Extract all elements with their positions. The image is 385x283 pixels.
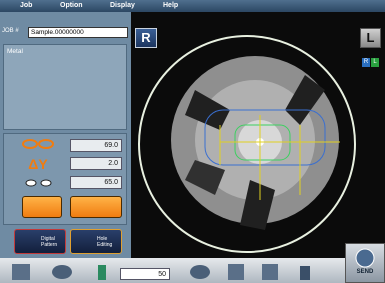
tool-icon[interactable]: [300, 266, 310, 280]
field-value[interactable]: 65.0: [70, 176, 122, 189]
menu-item[interactable]: Help: [163, 2, 178, 9]
mode-button[interactable]: Hole Editing: [70, 229, 122, 254]
icon: [23, 140, 53, 148]
lens-view: [135, 30, 360, 255]
orange-button[interactable]: [22, 196, 62, 218]
small-l[interactable]: L: [371, 58, 379, 67]
menu-item[interactable]: Display: [110, 2, 135, 9]
send-icon: [354, 247, 376, 269]
job-label: JOB #: [2, 28, 19, 34]
app: Job Option Display Help JOB # Sample.000…: [0, 0, 385, 283]
tool-icon[interactable]: [12, 264, 30, 280]
field-value[interactable]: 69.0: [70, 139, 122, 152]
tool-icon[interactable]: [52, 265, 72, 279]
menu-item[interactable]: Job: [20, 2, 32, 9]
tool-icon[interactable]: [262, 264, 278, 280]
toolbar-icons: [0, 260, 345, 283]
send-label: SEND: [346, 269, 384, 275]
mode-button[interactable]: Digital Pattern: [14, 229, 66, 254]
menu-item[interactable]: Option: [60, 2, 83, 9]
tool-icon[interactable]: [98, 265, 106, 280]
panel-title: Metal: [4, 45, 126, 58]
field-icons: ΔY: [20, 136, 60, 192]
orange-button[interactable]: [70, 196, 122, 218]
icon: ΔY: [28, 156, 48, 172]
frame-panel: Metal: [3, 44, 127, 130]
job-input[interactable]: Sample.00000000: [28, 27, 128, 38]
small-r[interactable]: R: [362, 58, 370, 67]
tool-icon[interactable]: [190, 265, 210, 279]
left-lens-button[interactable]: L: [360, 28, 381, 48]
tool-icon[interactable]: [228, 264, 244, 280]
send-button[interactable]: SEND: [345, 243, 385, 283]
icon: [26, 180, 51, 186]
toolbar-value[interactable]: 50: [120, 268, 170, 280]
field-value[interactable]: 2.0: [70, 157, 122, 170]
menu-bar: Job Option Display Help: [0, 0, 385, 12]
